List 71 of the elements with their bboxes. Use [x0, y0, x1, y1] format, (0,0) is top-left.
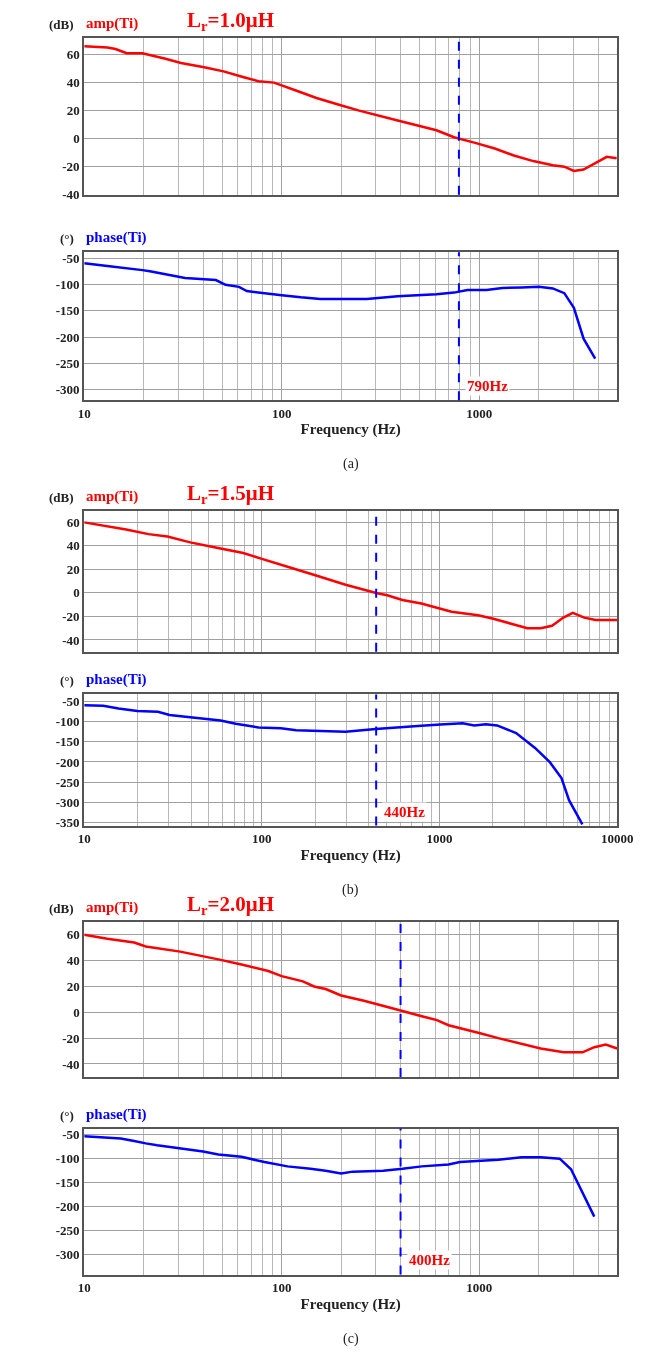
y-tick-label: 20 — [66, 103, 80, 119]
y-axis-title: (°) — [60, 673, 74, 688]
series-label: phase(Ti) — [86, 671, 147, 688]
y-tick-label: 60 — [66, 47, 80, 63]
y-tick-label: -100 — [55, 714, 80, 730]
y-tick-label: -300 — [55, 794, 80, 810]
y-axis-title: (°) — [60, 1108, 74, 1123]
series-label: amp(Ti) — [86, 15, 139, 32]
y-tick-label: -250 — [55, 774, 80, 790]
series-label: phase(Ti) — [86, 1106, 147, 1123]
series-label: phase(Ti) — [86, 229, 147, 246]
y-tick-label: -20 — [62, 1030, 80, 1046]
x-tick-label: 10 — [77, 405, 91, 421]
y-tick-label: -150 — [55, 734, 80, 750]
x-axis-title: Frequency (Hz) — [300, 846, 401, 864]
y-tick-label: -50 — [62, 1127, 80, 1143]
ref-line-label: 790Hz — [467, 378, 509, 394]
y-tick-label: -100 — [55, 1151, 80, 1167]
y-tick-label: -40 — [62, 187, 80, 203]
y-tick-label: 20 — [66, 561, 80, 577]
x-tick-label: 10000 — [600, 831, 634, 847]
x-tick-label: 100 — [271, 405, 292, 421]
y-tick-label: -350 — [55, 814, 80, 830]
x-axis-title: Frequency (Hz) — [300, 421, 401, 439]
y-tick-label: -50 — [62, 251, 80, 267]
y-tick-label: 60 — [66, 927, 80, 943]
y-tick-label: 40 — [66, 538, 80, 554]
y-tick-label: 40 — [66, 75, 80, 91]
y-tick-label: -250 — [55, 355, 80, 371]
y-axis-title: (dB) — [49, 901, 74, 916]
y-tick-label: 0 — [73, 1004, 80, 1020]
x-tick-label: 1000 — [426, 831, 453, 847]
y-tick-label: 0 — [73, 131, 80, 147]
y-tick-label: 0 — [73, 585, 80, 601]
text: (a) — [343, 456, 359, 472]
y-axis-title: (dB) — [49, 17, 74, 32]
y-tick-label: -150 — [55, 1175, 80, 1191]
y-tick-label: -20 — [62, 608, 80, 624]
x-axis-title: Frequency (Hz) — [300, 1295, 401, 1313]
y-tick-label: -250 — [55, 1223, 80, 1239]
y-tick-label: -40 — [62, 632, 80, 648]
y-tick-label: 60 — [66, 514, 80, 530]
y-tick-label: -200 — [55, 329, 80, 345]
x-tick-label: 100 — [271, 1280, 292, 1296]
y-tick-label: 20 — [66, 979, 80, 995]
y-tick-label: 40 — [66, 953, 80, 969]
chart-title: L$_{r}$=2.0μH — [187, 892, 275, 919]
text: (b) — [342, 882, 359, 898]
y-tick-label: -20 — [62, 159, 80, 175]
chart-title: L$_{r}$=1.0μH — [187, 8, 275, 35]
chart-title: L$_{r}$=1.5μH — [187, 481, 275, 508]
x-tick-label: 1000 — [466, 1280, 493, 1296]
x-tick-label: 100 — [252, 831, 272, 847]
y-tick-label: -50 — [62, 694, 80, 710]
text: (c) — [343, 1331, 359, 1347]
y-axis-title: (°) — [60, 231, 74, 246]
y-tick-label: -300 — [55, 381, 80, 397]
series-label: amp(Ti) — [86, 899, 139, 916]
y-tick-label: -200 — [55, 1199, 80, 1215]
series-label: amp(Ti) — [86, 488, 139, 505]
ref-line-label: 440Hz — [384, 804, 426, 820]
x-tick-label: 10 — [77, 1280, 91, 1296]
y-tick-label: -100 — [55, 277, 80, 293]
y-tick-label: -150 — [55, 303, 80, 319]
y-tick-label: -200 — [55, 754, 80, 770]
y-axis-title: (dB) — [49, 490, 74, 505]
ref-line-label: 400Hz — [409, 1252, 451, 1268]
x-tick-label: 1000 — [466, 405, 493, 421]
y-tick-label: -300 — [55, 1247, 80, 1263]
y-tick-label: -40 — [62, 1056, 80, 1072]
x-tick-label: 10 — [77, 831, 91, 847]
